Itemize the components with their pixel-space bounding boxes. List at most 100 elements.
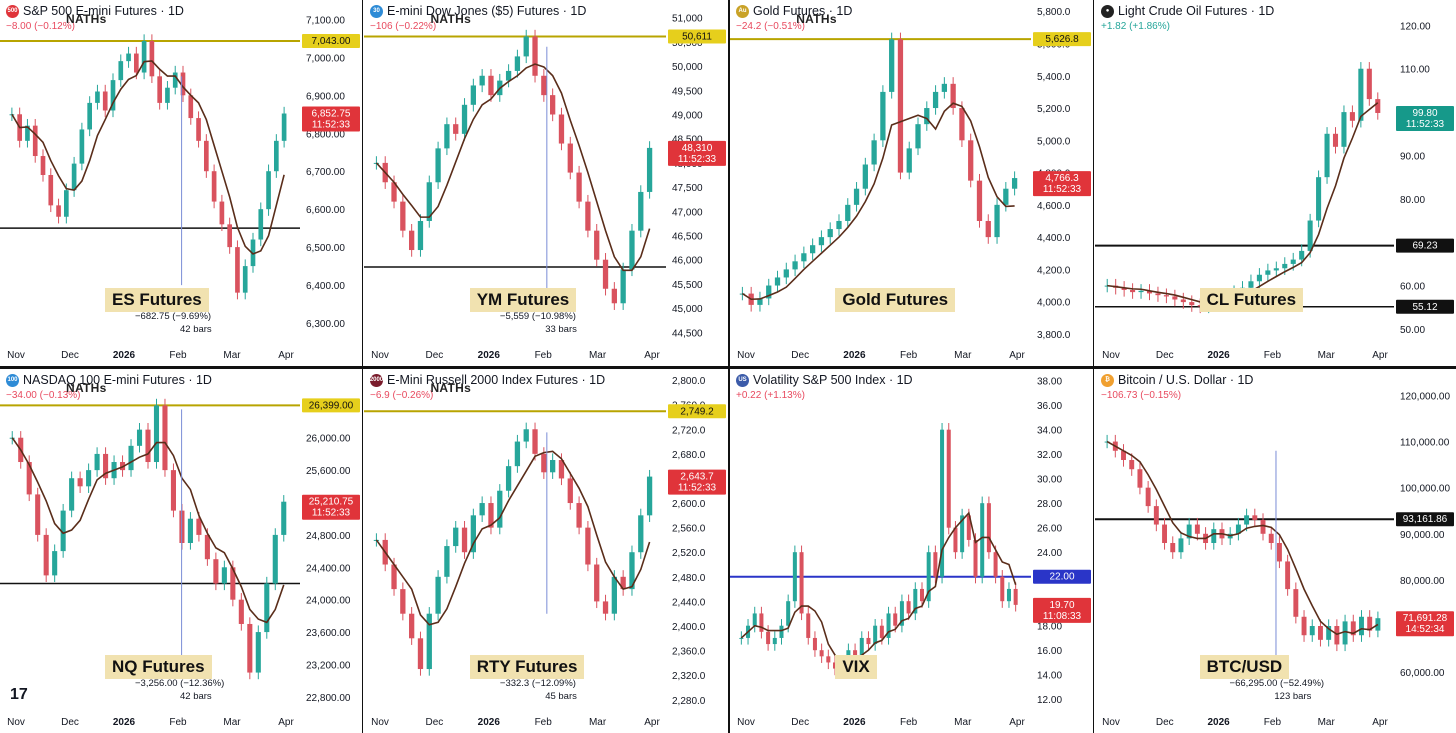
candle-body: [26, 462, 32, 495]
candle-body: [602, 601, 609, 614]
chart-header[interactable]: ● Light Crude Oil Futures · 1D: [1101, 4, 1274, 18]
x-tick-label: Apr: [1372, 717, 1388, 728]
candle-body: [1178, 538, 1184, 553]
naths-annotation: NATHs: [66, 381, 107, 395]
panel-gc[interactable]: 3,800.04,000.04,200.04,400.04,600.04,800…: [730, 0, 1093, 366]
svg-text:26,399.00: 26,399.00: [309, 400, 354, 411]
candle-body: [227, 224, 232, 248]
chart-header[interactable]: US Volatility S&P 500 Index · 1D: [736, 373, 913, 387]
panel-nq[interactable]: 22,800.00 23,200.00 23,600.00 24,000.00 24,4…: [0, 369, 362, 733]
candle-body: [235, 247, 240, 293]
candle-body: [576, 172, 582, 202]
candle-body: [48, 175, 54, 206]
candle-body: [128, 445, 134, 471]
candle-body: [783, 269, 789, 278]
chart-title: Volatility S&P 500 Index · 1D: [753, 373, 913, 387]
moving-average-line: [375, 63, 651, 272]
svg-text:11:52:33: 11:52:33: [312, 120, 351, 131]
chart-svg-es: 6,300.00 6,400.00 6,500.00 6,600.00 6,700.00…: [0, 15, 360, 361]
symbol-logo-icon: Au: [736, 4, 749, 18]
candle-body: [1145, 487, 1151, 507]
candle-body: [444, 124, 450, 149]
chart-header[interactable]: 100 NASDAQ 100 E-mini Futures · 1D: [6, 373, 212, 387]
y-tick-label: 100,000.00: [1400, 484, 1450, 495]
chart-title: E-mini Dow Jones ($5) Futures · 1D: [387, 4, 587, 18]
candle-body: [1316, 177, 1322, 221]
candle-body: [255, 632, 261, 673]
y-tick-label: 4,600.0: [1037, 201, 1071, 212]
x-tick-label: Dec: [426, 350, 444, 361]
panel-cl[interactable]: 50.0060.0070.0080.0090.00100.00110.00120…: [1095, 0, 1456, 366]
x-tick-label: Feb: [900, 717, 918, 728]
svg-text:25,210.75: 25,210.75: [309, 497, 354, 508]
candle-body: [79, 129, 85, 164]
chart-header[interactable]: 2000 E-Mini Russell 2000 Index Futures · …: [370, 373, 605, 387]
x-tick-label: Dec: [1156, 350, 1174, 361]
naths-annotation: NATHs: [66, 12, 107, 26]
chart-svg-nq: 22,800.00 23,200.00 23,600.00 24,000.00 24,4…: [0, 398, 360, 728]
ticker-label: CL Futures: [1199, 288, 1304, 312]
price-change: −106 (−0.22%): [370, 21, 437, 32]
candle-body: [980, 503, 985, 577]
candle-body: [836, 220, 842, 230]
candle-body: [1129, 460, 1135, 470]
candle-body: [899, 601, 904, 626]
x-tick-label: Nov: [737, 717, 755, 728]
candle-body: [453, 124, 459, 134]
candle-body: [786, 601, 791, 626]
x-tick-label: 2026: [478, 717, 501, 728]
chart-title: S&P 500 E-mini Futures · 1D: [23, 4, 184, 18]
candle-body: [1268, 533, 1274, 543]
candle-body: [950, 83, 956, 109]
symbol-logo-icon: ₿: [1101, 373, 1114, 387]
candle-body: [102, 91, 108, 111]
candle-body: [853, 188, 860, 205]
chart-header[interactable]: 30 E-mini Dow Jones ($5) Futures · 1D: [370, 4, 586, 18]
candle-body: [919, 588, 924, 602]
panel-rty[interactable]: 2,280.0 2,320.0 2,360.0 2,400.0 2,440.0 2,480…: [364, 369, 728, 733]
x-tick-label: Apr: [644, 717, 660, 728]
candle-body: [550, 460, 556, 473]
candle-body: [1367, 616, 1373, 631]
chart-header[interactable]: Au Gold Futures · 1D: [736, 4, 852, 18]
candle-body: [986, 503, 991, 553]
candle-body: [211, 171, 217, 202]
chart-header[interactable]: 500 S&P 500 E-mini Futures · 1D: [6, 4, 184, 18]
naths-annotation: NATHs: [430, 381, 472, 395]
candle-body: [766, 631, 771, 645]
candle-body: [629, 230, 635, 270]
chart-title: E-Mini Russell 2000 Index Futures · 1D: [387, 373, 606, 387]
candle-body: [959, 108, 965, 141]
panel-btc[interactable]: 60,000.0070,000.0080,000.0090,000.00100,…: [1095, 369, 1456, 733]
candle-body: [258, 209, 264, 240]
panel-es[interactable]: 6,300.00 6,400.00 6,500.00 6,600.00 6,700.00…: [0, 0, 362, 366]
candle-body: [136, 429, 143, 446]
chart-title: Bitcoin / U.S. Dollar · 1D: [1118, 373, 1254, 387]
candle-body: [69, 478, 75, 511]
y-tick-label: 49,500: [672, 86, 703, 97]
measure-readout: −5,559 (−10.98%): [499, 311, 576, 322]
candle-body: [32, 125, 38, 157]
candle-body: [1252, 515, 1258, 520]
candle-body: [897, 39, 904, 173]
x-tick-label: 2026: [478, 350, 501, 361]
y-tick-label: 46,000: [672, 256, 703, 267]
chart-title: Light Crude Oil Futures · 1D: [1118, 4, 1275, 18]
x-tick-label: Mar: [954, 717, 972, 728]
candle-body: [110, 80, 116, 111]
svg-text:71,691.28: 71,691.28: [1403, 613, 1448, 624]
candle-body: [541, 75, 547, 96]
candle-body: [87, 102, 92, 130]
separator-left: [362, 0, 363, 733]
moving-average-line: [11, 60, 285, 255]
panel-ym[interactable]: 44,500 45,000 45,500 46,000 46,500 47,000 47,5…: [364, 0, 728, 366]
symbol-logo-icon: 100: [6, 373, 19, 387]
panel-vix[interactable]: 12.0014.0016.0018.0020.0022.0024.0026.00…: [730, 369, 1093, 733]
candle-body: [752, 613, 757, 626]
candle-body: [141, 41, 147, 73]
y-tick-label: 23,600.00: [306, 628, 351, 639]
candle-body: [1350, 621, 1356, 636]
bars-count: 123 bars: [1274, 691, 1312, 702]
chart-header[interactable]: ₿ Bitcoin / U.S. Dollar · 1D: [1101, 373, 1253, 387]
